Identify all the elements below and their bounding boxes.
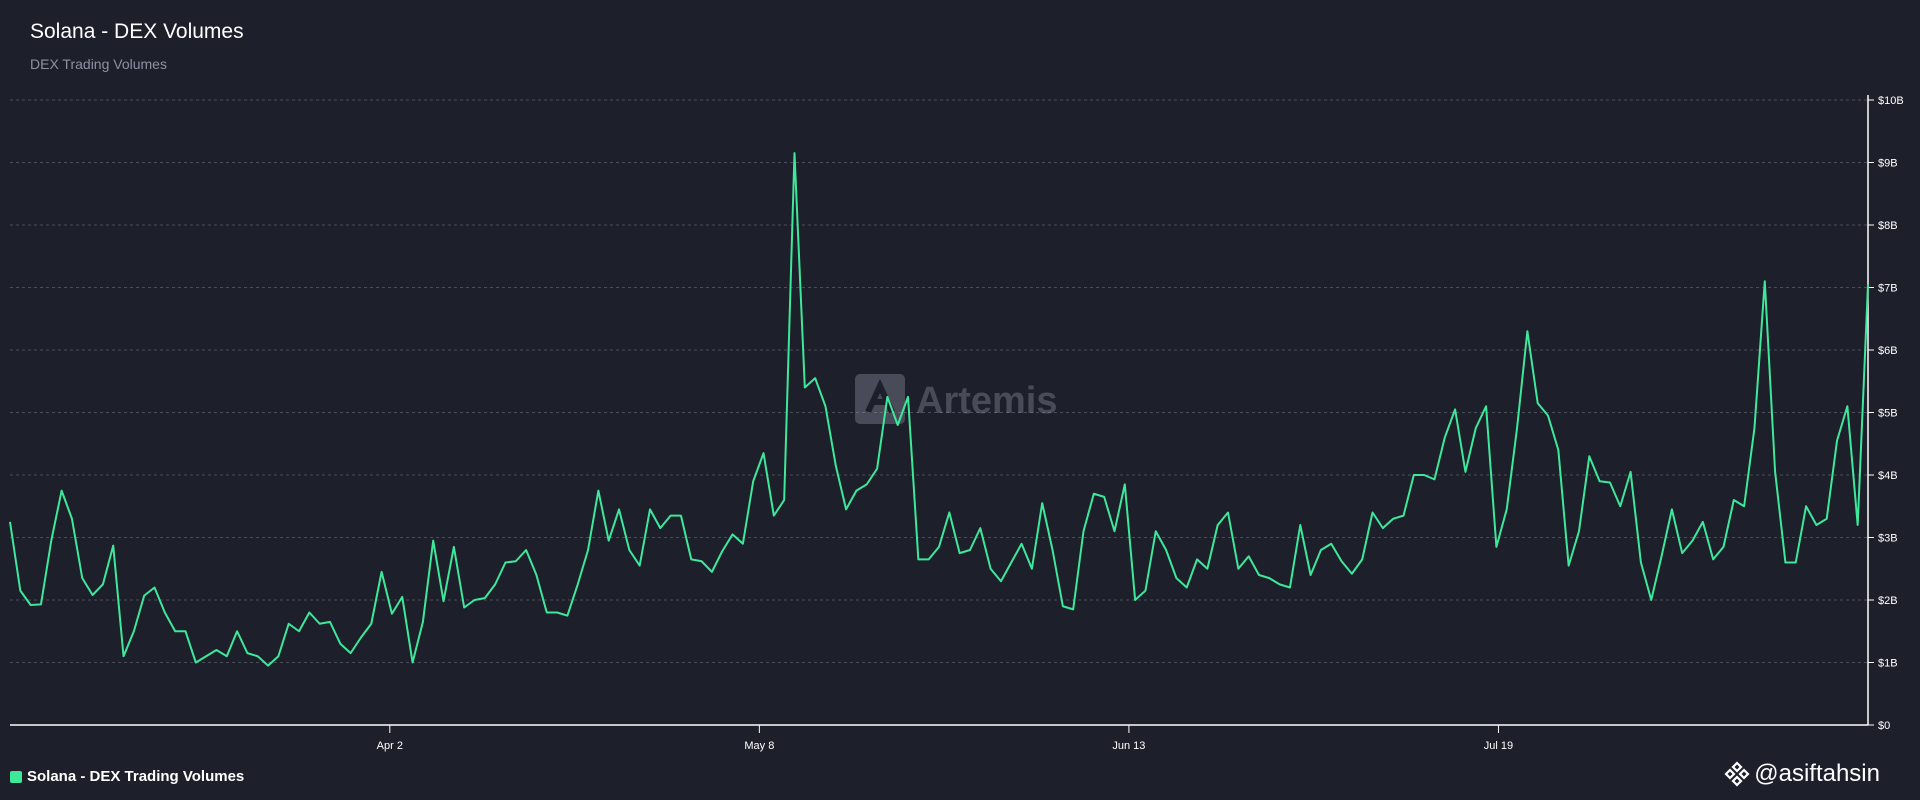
grid-lines [10, 99, 1868, 663]
author-handle: @asiftahsin [1724, 760, 1880, 788]
legend-swatch [10, 770, 22, 783]
chart-subtitle: DEX Trading Volumes [30, 56, 167, 72]
y-tick-label: $1B [1878, 658, 1898, 670]
line-chart: Artemis $0 $1B $2B $3B $4B $5B $6B $7B $8B $9B $10… [9, 95, 1904, 752]
y-tick-label: $9B [1878, 158, 1898, 170]
legend[interactable]: Solana - DEX Trading Volumes [10, 768, 244, 785]
y-tick-label: $8B [1878, 220, 1898, 232]
handle-text: @asiftahsin [1754, 760, 1880, 787]
artemis-watermark: Artemis [855, 374, 1058, 424]
y-tick-label: $2B [1878, 595, 1898, 607]
artemis-logo-glyph [865, 378, 895, 414]
y-tick-label: $6B [1878, 345, 1898, 357]
y-tick-label: $4B [1878, 470, 1898, 482]
chart-title: Solana - DEX Volumes [30, 20, 244, 43]
y-tick-label: $5B [1878, 408, 1898, 420]
x-tick-label: Jul 19 [1484, 740, 1513, 752]
x-tick-label: May 8 [744, 740, 774, 752]
series-line[interactable] [9, 152, 1869, 667]
y-tick-label: $0 [1878, 720, 1890, 732]
y-tick-label: $3B [1878, 533, 1898, 545]
series-layer [9, 152, 1869, 667]
x-tick-label: Jun 13 [1112, 740, 1145, 752]
axes: $0 $1B $2B $3B $4B $5B $6B $7B $8B $9B $10B Apr 2 Ma… [10, 95, 1904, 752]
y-tick-label: $7B [1878, 283, 1898, 295]
x-tick-label: Apr 2 [377, 740, 403, 752]
y-tick-label: $10B [1878, 95, 1904, 107]
legend-label: Solana - DEX Trading Volumes [27, 768, 245, 785]
binance-icon [1724, 761, 1750, 787]
watermark-text: Artemis [916, 380, 1058, 422]
